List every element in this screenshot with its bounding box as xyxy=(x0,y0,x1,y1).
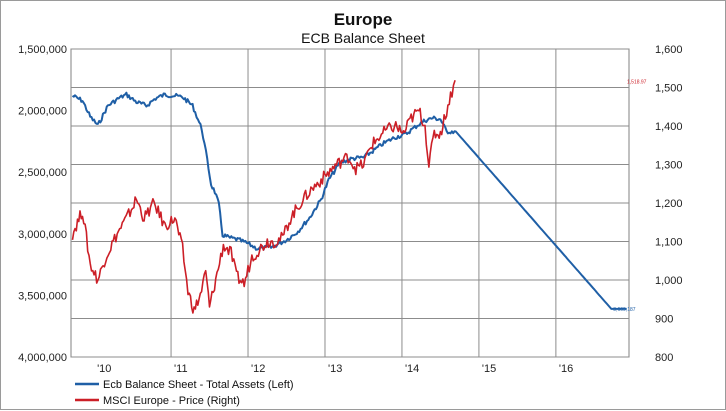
right-axis-tick-label: 800 xyxy=(655,352,673,364)
right-axis-tick-label: 1,000 xyxy=(655,275,683,287)
x-axis-tick-label: '12 xyxy=(251,363,265,375)
right-axis-tick-label: 1,500 xyxy=(655,83,683,95)
left-axis-tick-label: 3,500,000 xyxy=(18,290,67,302)
legend-label-msci: MSCI Europe - Price (Right) xyxy=(103,395,240,407)
x-axis-tick-label: '16 xyxy=(559,363,573,375)
x-axis-tick-label: '14 xyxy=(405,363,419,375)
gridlines xyxy=(71,48,629,358)
right-axis: 1,600 1,500 1,400 1,300 1,200 1,100 1,000 900 80… xyxy=(655,44,683,364)
x-axis-tick-label: '13 xyxy=(328,363,342,375)
left-axis: 1,500,000 2,000,000 2,500,000 3,000,000 3,50… xyxy=(18,44,67,364)
plot-area: 3,609,187 1,518.97 xyxy=(70,48,647,358)
ecb-end-value-label: 3,609,187 xyxy=(613,307,635,313)
msci-europe-line xyxy=(71,79,456,314)
right-axis-tick-label: 1,200 xyxy=(655,198,683,210)
right-axis-tick-label: 1,600 xyxy=(655,44,683,56)
x-axis-tick-label: '15 xyxy=(482,363,496,375)
ecb-balance-sheet-line xyxy=(71,91,627,310)
x-axis: '10 '11 '12 '13 '14 '15 '16 xyxy=(97,363,573,375)
series-layer: 3,609,187 1,518.97 xyxy=(71,79,647,314)
x-axis-tick-label: '11 xyxy=(174,363,188,375)
right-axis-tick-label: 900 xyxy=(655,314,673,326)
x-axis-tick-label: '10 xyxy=(97,363,111,375)
right-axis-tick-label: 1,300 xyxy=(655,160,683,172)
left-axis-tick-label: 4,000,000 xyxy=(18,352,67,364)
right-axis-tick-label: 1,100 xyxy=(655,237,683,249)
chart-subtitle: ECB Balance Sheet xyxy=(301,30,425,46)
left-axis-tick-label: 2,500,000 xyxy=(18,167,67,179)
legend: Ecb Balance Sheet - Total Assets (Left) M… xyxy=(75,379,294,407)
legend-label-ecb: Ecb Balance Sheet - Total Assets (Left) xyxy=(103,379,294,391)
msci-end-value-label: 1,518.97 xyxy=(627,80,647,86)
left-axis-tick-label: 3,000,000 xyxy=(18,229,67,241)
chart-title: Europe xyxy=(334,10,393,29)
left-axis-tick-label: 2,000,000 xyxy=(18,106,67,118)
left-axis-tick-label: 1,500,000 xyxy=(18,44,67,56)
right-axis-tick-label: 1,400 xyxy=(655,121,683,133)
